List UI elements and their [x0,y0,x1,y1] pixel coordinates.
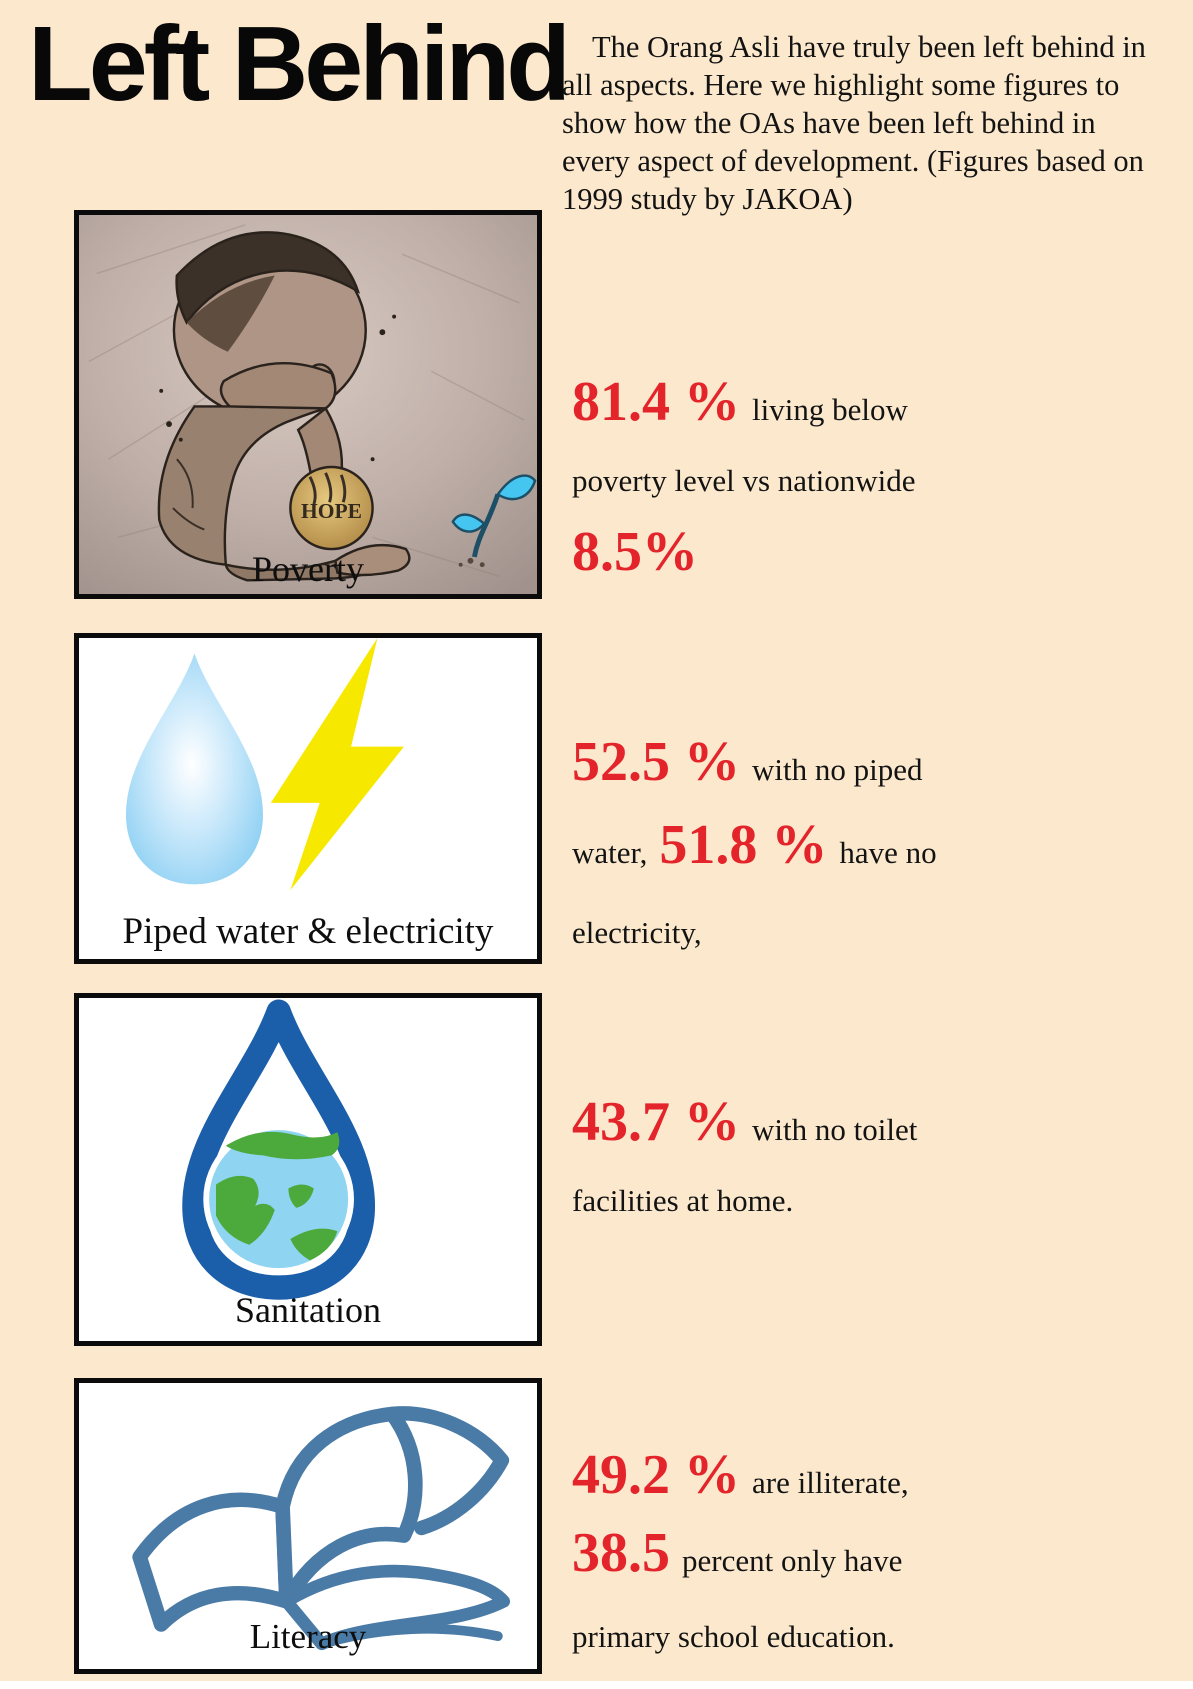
panel-sanitation: Sanitation [74,993,542,1346]
panel-caption-water: Piped water & electricity [122,911,494,952]
poverty-illustration: HOPE [79,215,537,594]
open-book-icon [132,1406,511,1651]
stat-literacy: 49.2 % are illiterate, 38.5 percent only h… [572,1442,1184,1672]
intro-paragraph: The Orang Asli have truly been left behi… [562,30,1146,216]
stat-electricity-text: have no [839,835,937,870]
stat-poverty: 81.4 % living below poverty level vs nati… [572,366,1184,602]
stat-primary-value: 38.5 [572,1522,670,1584]
stat-piped-water-electricity: 52.5 % with no piped water, 51.8 % have no … [572,726,1184,968]
stat-water-value: 52.5 % [572,731,740,793]
literacy-graphic [132,1406,511,1651]
stat-illiterate-text: are illiterate, [752,1465,909,1500]
panel-poverty: HOPE Poverty [74,210,542,599]
stat-poverty-nationwide-value: 8.5% [572,521,698,583]
panel-literacy: Literacy [74,1378,542,1674]
starving-child-figure: HOPE [157,231,411,582]
stat-poverty-text: living below [752,392,908,427]
panel-caption-poverty: Poverty [252,549,364,589]
panel-caption-literacy: Literacy [249,1617,367,1656]
water-drop-icon [125,653,263,885]
hope-coin [289,465,374,551]
stat-water-text: with no piped [752,752,923,787]
panel-piped-water-electricity: Piped water & electricity [74,633,542,964]
bottom-white-strip [0,1681,1193,1689]
stat-primary-text2: primary school education. [572,1619,895,1654]
stat-poverty-value: 81.4 % [572,371,740,433]
stat-sanitation: 43.7 % with no toilet facilities at home. [572,1086,1184,1236]
panel-caption-sanitation: Sanitation [235,1290,381,1330]
stat-electricity-text2: electricity, [572,915,702,950]
speckles [159,314,397,462]
stat-water-text2: water, [572,835,648,870]
stat-electricity-value: 51.8 % [659,814,828,876]
stat-primary-text: percent only have [682,1543,903,1578]
hope-sprout [451,474,537,568]
sanitation-graphic [182,999,376,1300]
page-title: Left Behind [28,5,571,123]
water-electricity-graphic [125,638,404,891]
stat-sanitation-text: with no toilet [752,1112,918,1147]
lightning-bolt-icon [270,638,404,891]
stat-poverty-text2: poverty level vs nationwide [572,463,916,498]
stat-sanitation-text2: facilities at home. [572,1183,794,1218]
stat-illiterate-value: 49.2 % [572,1444,740,1506]
earth-globe-icon [203,1124,354,1274]
stat-sanitation-value: 43.7 % [572,1091,740,1153]
hope-coin-label: HOPE [301,499,362,523]
